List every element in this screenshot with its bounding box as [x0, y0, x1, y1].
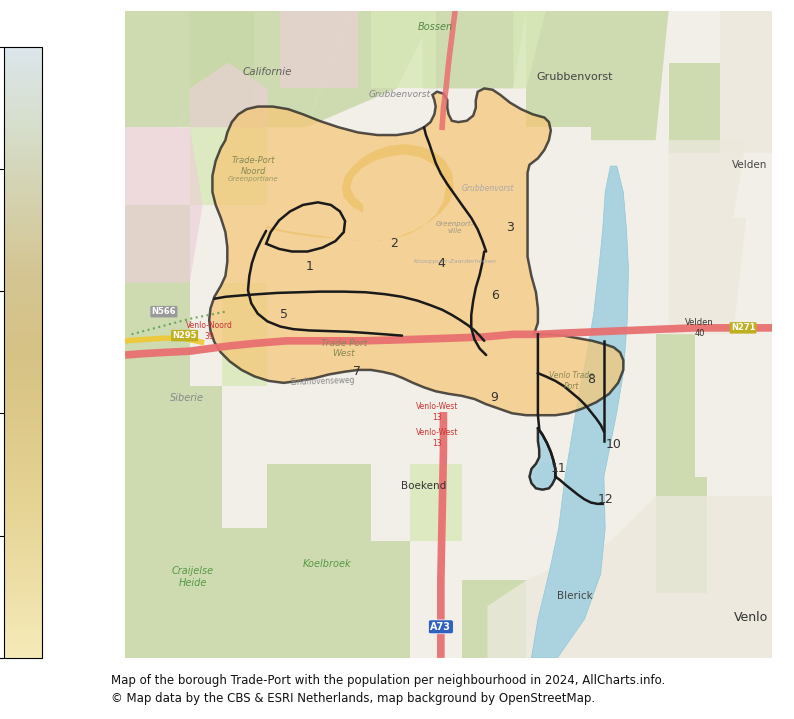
Polygon shape	[410, 464, 461, 541]
Polygon shape	[268, 541, 410, 658]
Polygon shape	[371, 11, 436, 88]
Text: 12: 12	[597, 493, 613, 506]
Polygon shape	[125, 386, 222, 528]
Polygon shape	[125, 528, 268, 658]
Text: N271: N271	[730, 324, 755, 332]
Polygon shape	[669, 63, 720, 153]
Text: 8: 8	[587, 373, 595, 386]
Polygon shape	[461, 580, 526, 658]
Text: Velden: Velden	[732, 160, 767, 170]
Polygon shape	[268, 464, 371, 541]
Polygon shape	[306, 11, 436, 127]
Text: Californie: Californie	[243, 68, 292, 77]
Text: Trade-Port
Noord: Trade-Port Noord	[231, 157, 275, 175]
Text: Knooppunt-Zaarderheiken: Knooppunt-Zaarderheiken	[414, 260, 496, 265]
Text: 11: 11	[551, 462, 566, 475]
Text: Eindhovenseweg: Eindhovenseweg	[290, 375, 355, 387]
Text: 7: 7	[353, 365, 360, 378]
Polygon shape	[656, 477, 707, 593]
Text: Grubbenvorst: Grubbenvorst	[369, 91, 431, 99]
Polygon shape	[177, 11, 255, 127]
Text: 1: 1	[306, 260, 314, 273]
Text: Grubbenvorst: Grubbenvorst	[461, 184, 514, 193]
Polygon shape	[209, 88, 623, 415]
Text: 10: 10	[606, 438, 622, 451]
Text: Venlo-Noord
39: Venlo-Noord 39	[186, 321, 233, 341]
Text: Venlo Trade
Port: Venlo Trade Port	[549, 371, 594, 390]
Text: 4: 4	[437, 257, 445, 270]
Text: Koelbroek: Koelbroek	[303, 559, 351, 569]
Polygon shape	[526, 11, 591, 127]
Text: 6: 6	[491, 289, 499, 302]
Text: Greenportlane: Greenportlane	[228, 176, 279, 182]
Polygon shape	[488, 496, 772, 658]
Text: 5: 5	[279, 308, 287, 321]
Text: 2: 2	[390, 237, 398, 250]
Text: A73: A73	[430, 622, 451, 632]
Polygon shape	[534, 462, 557, 486]
Text: Venlo-West
13: Venlo-West 13	[416, 403, 458, 421]
Polygon shape	[125, 283, 190, 386]
Text: 9: 9	[490, 391, 498, 404]
Text: Map of the borough Trade-Port with the population per neighbourhood in 2024, All: Map of the borough Trade-Port with the p…	[111, 674, 665, 687]
Polygon shape	[720, 11, 772, 153]
Text: Siberie: Siberie	[170, 393, 203, 403]
Text: 3: 3	[506, 221, 514, 234]
Text: Grubbenvorst: Grubbenvorst	[537, 72, 613, 82]
Polygon shape	[125, 127, 202, 283]
Text: Venlo-West
13: Venlo-West 13	[416, 429, 458, 447]
Text: Boekend: Boekend	[402, 482, 447, 491]
Polygon shape	[266, 144, 454, 240]
Polygon shape	[530, 429, 555, 490]
Polygon shape	[669, 140, 746, 218]
Text: Velden
40: Velden 40	[685, 319, 714, 337]
Polygon shape	[513, 11, 545, 88]
Text: Blerick: Blerick	[557, 592, 592, 601]
Polygon shape	[422, 11, 526, 88]
Polygon shape	[669, 218, 746, 334]
Polygon shape	[280, 11, 358, 88]
Polygon shape	[190, 11, 352, 127]
Polygon shape	[190, 63, 268, 127]
Text: Greenport-
ville: Greenport- ville	[436, 221, 474, 234]
Polygon shape	[125, 205, 190, 283]
Text: Trade Port
West: Trade Port West	[321, 339, 367, 358]
Polygon shape	[656, 334, 695, 477]
Polygon shape	[125, 11, 202, 127]
Text: Craijelse
Heide: Craijelse Heide	[172, 566, 214, 588]
Text: © Map data by the CBS & ESRI Netherlands, map background by OpenStreetMap.: © Map data by the CBS & ESRI Netherlands…	[111, 692, 596, 705]
Polygon shape	[591, 11, 669, 140]
Polygon shape	[190, 127, 268, 205]
Text: Venlo: Venlo	[734, 611, 769, 624]
Text: N566: N566	[152, 307, 176, 316]
Polygon shape	[531, 166, 629, 658]
Polygon shape	[222, 283, 268, 386]
Text: Bossen: Bossen	[418, 22, 453, 32]
Text: N295: N295	[172, 331, 197, 340]
